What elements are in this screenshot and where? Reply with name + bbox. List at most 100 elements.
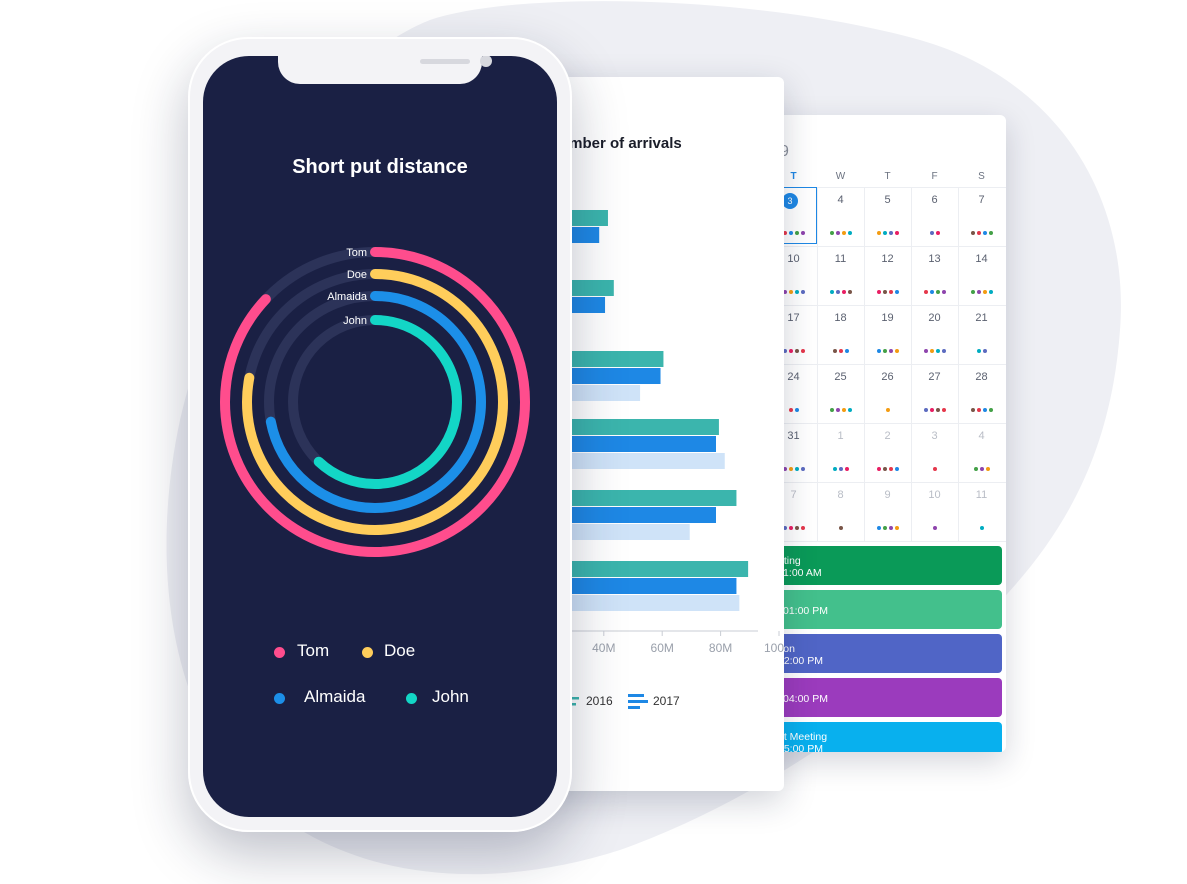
calendar-year: 9 <box>780 143 789 160</box>
bar[interactable] <box>570 578 737 594</box>
event-dot <box>782 231 787 235</box>
weekday-header: S <box>978 171 985 182</box>
ring-arc-doe[interactable] <box>242 269 508 535</box>
bar[interactable] <box>570 436 716 452</box>
event-dot <box>976 290 981 294</box>
event-dot <box>888 467 893 471</box>
legend-2017[interactable]: 2017 <box>653 694 680 708</box>
day-number: 10 <box>787 253 800 265</box>
grid-row-line <box>740 305 1006 306</box>
event-item[interactable]: tion 02:00 PM <box>775 634 1002 673</box>
calendar-day-cell[interactable]: 9 <box>864 482 911 541</box>
event-dot <box>929 290 934 294</box>
speaker <box>420 59 470 64</box>
legend-label-tom[interactable]: Tom <box>297 641 330 660</box>
calendar-day-cell[interactable]: 25 <box>817 364 864 423</box>
legend-icon-2017 <box>628 706 640 709</box>
calendar-day-cell[interactable]: 7 <box>770 482 817 541</box>
calendar-day-cell[interactable]: 13 <box>911 246 958 305</box>
calendar-day-cell[interactable]: 7 <box>958 187 1005 246</box>
calendar-day-cell[interactable]: 26 <box>864 364 911 423</box>
bar[interactable] <box>570 595 740 611</box>
bar[interactable] <box>570 524 690 540</box>
ring-arc-almaida[interactable] <box>264 291 486 513</box>
calendar-day-cell[interactable]: 2 <box>864 423 911 482</box>
event-dot <box>847 231 852 235</box>
weekday-header: T <box>790 171 797 182</box>
bar[interactable] <box>570 507 716 523</box>
bar-chart: 40M 60M 80M 100M <box>570 210 784 709</box>
x-tick-label: 80M <box>709 641 732 655</box>
bar[interactable] <box>570 490 737 506</box>
event-item[interactable]: nt Meeting 05:00 PM <box>775 722 1002 752</box>
calendar-day-cell[interactable]: 18 <box>817 305 864 364</box>
bar[interactable] <box>570 210 608 226</box>
grid-row-line <box>740 246 1006 247</box>
event-item[interactable]: eting 11:00 AM <box>775 546 1002 585</box>
bar-chart-title: umber of arrivals <box>560 135 682 152</box>
calendar-day-cell[interactable]: 21 <box>958 305 1005 364</box>
calendar-day-cell[interactable]: 3 <box>770 187 817 246</box>
event-dot <box>885 408 890 412</box>
event-dot <box>970 290 975 294</box>
event-dots <box>911 526 958 530</box>
legend-2016[interactable]: 2016 <box>586 694 613 708</box>
legend-label-doe[interactable]: Doe <box>384 641 416 660</box>
calendar-day-cell[interactable]: 12 <box>864 246 911 305</box>
calendar-day-cell[interactable]: 28 <box>958 364 1005 423</box>
bar[interactable] <box>570 297 606 313</box>
event-time: 05:00 PM <box>778 743 823 752</box>
bar[interactable] <box>570 227 600 243</box>
event-dot <box>970 408 975 412</box>
day-number: 1 <box>837 430 844 442</box>
bar[interactable] <box>570 368 661 384</box>
calendar-day-cell[interactable]: 6 <box>911 187 958 246</box>
calendar-day-cell[interactable]: 10 <box>911 482 958 541</box>
calendar-day-cell[interactable]: 17 <box>770 305 817 364</box>
calendar-day-cell[interactable]: 5 <box>864 187 911 246</box>
bar[interactable] <box>570 561 749 577</box>
event-dot <box>970 231 975 235</box>
bar[interactable] <box>570 280 614 296</box>
event-dots <box>958 290 1005 294</box>
calendar-day-cell[interactable]: 4 <box>958 423 1005 482</box>
calendar-day-cell[interactable]: 3 <box>911 423 958 482</box>
event-dots <box>817 526 864 530</box>
legend-icon-2017 <box>628 694 644 697</box>
day-number: 2 <box>884 430 891 442</box>
event-item[interactable]: 01:00 PM <box>775 590 1002 629</box>
event-dot <box>800 349 805 353</box>
day-number: 4 <box>837 194 844 206</box>
calendar-day-cell[interactable]: 11 <box>817 246 864 305</box>
calendar-day-cell[interactable]: 1 <box>817 423 864 482</box>
calendar-day-cell[interactable]: 31 <box>770 423 817 482</box>
calendar-day-cell[interactable]: 8 <box>817 482 864 541</box>
legend-label-almaida[interactable]: Almaida <box>304 687 366 706</box>
ring-arc-tom[interactable] <box>220 247 530 557</box>
bar[interactable] <box>570 453 725 469</box>
event-dot <box>988 290 993 294</box>
bar[interactable] <box>570 419 719 435</box>
bar[interactable] <box>570 385 641 401</box>
day-number: 5 <box>884 194 891 206</box>
event-dot <box>888 349 893 353</box>
event-item[interactable]: 04:00 PM <box>775 678 1002 717</box>
ring-arc-john[interactable] <box>288 315 462 489</box>
event-dot <box>894 467 899 471</box>
calendar-day-cell[interactable]: 11 <box>958 482 1005 541</box>
event-dot <box>982 408 987 412</box>
legend-label-john[interactable]: John <box>432 687 469 706</box>
event-dot <box>976 408 981 412</box>
calendar-day-cell[interactable]: 20 <box>911 305 958 364</box>
event-dot <box>844 467 849 471</box>
event-dot <box>888 231 893 235</box>
event-dot <box>841 290 846 294</box>
calendar-day-cell[interactable]: 24 <box>770 364 817 423</box>
calendar-day-cell[interactable]: 10 <box>770 246 817 305</box>
bar[interactable] <box>570 351 664 367</box>
event-dots <box>958 408 1005 412</box>
calendar-day-cell[interactable]: 19 <box>864 305 911 364</box>
calendar-day-cell[interactable]: 27 <box>911 364 958 423</box>
calendar-day-cell[interactable]: 4 <box>817 187 864 246</box>
calendar-day-cell[interactable]: 14 <box>958 246 1005 305</box>
